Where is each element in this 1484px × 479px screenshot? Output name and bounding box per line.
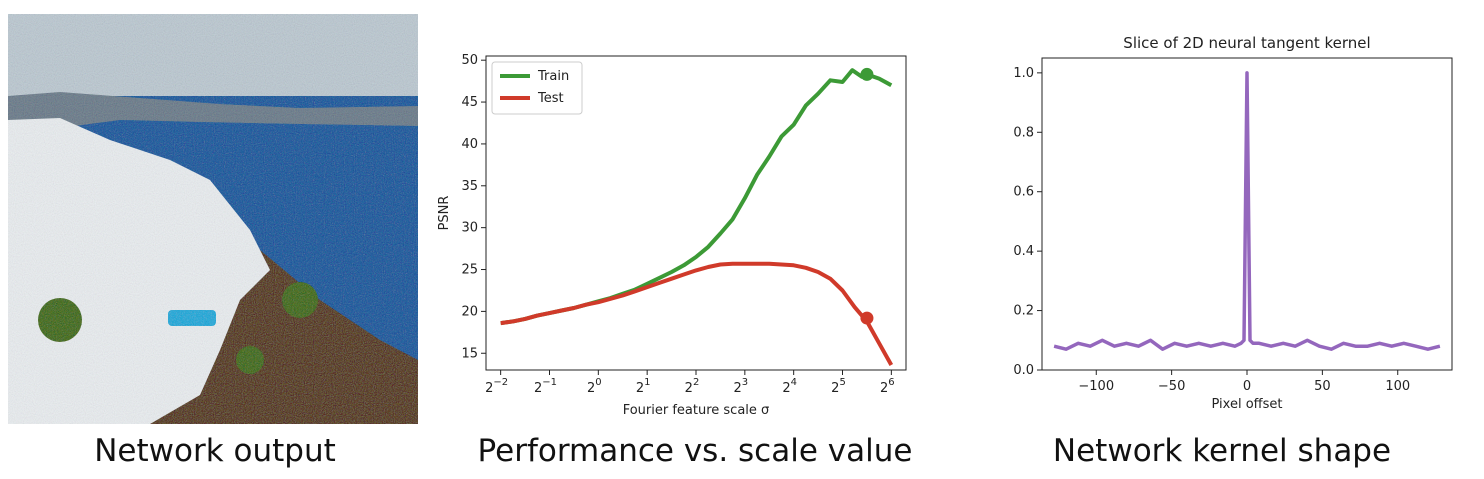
y-tick-label: 15 <box>461 346 478 361</box>
pool <box>168 310 216 326</box>
legend-label: Test <box>537 91 564 106</box>
performance-caption: Performance vs. scale value <box>477 433 913 469</box>
performance-chart: 15 20 25 30 35 40 45 50 2−2 2−1 20 21 22 23 24 25 26 Four… <box>437 53 907 418</box>
series-line-test <box>500 261 894 366</box>
y-tick-label: 0.4 <box>1013 244 1034 259</box>
x-tick-label: 22 <box>685 377 700 396</box>
y-tick-label: 0.6 <box>1013 185 1034 200</box>
kernel-caption: Network kernel shape <box>1052 433 1392 469</box>
distant-hills <box>8 92 418 132</box>
x-tick-label: −100 <box>1078 379 1114 394</box>
x-tick-label: 20 <box>587 377 602 396</box>
network-output-panel: Network output <box>0 0 430 479</box>
x-tick-label: 23 <box>734 377 749 396</box>
kernel-line <box>1053 71 1441 351</box>
buildings <box>8 118 270 424</box>
x-axis-label: Fourier feature scale σ <box>623 403 770 418</box>
shrub <box>236 346 264 374</box>
performance-panel: 15 20 25 30 35 40 45 50 2−2 2−1 20 21 22 23 24 25 26 Four… <box>430 0 960 479</box>
y-tick-label: 50 <box>461 53 478 68</box>
x-tick-label: 25 <box>831 377 846 396</box>
x-tick-label: 2−2 <box>485 377 508 396</box>
y-tick-label: 1.0 <box>1013 66 1034 81</box>
marker-train <box>860 67 874 81</box>
x-axis-label: Pixel offset <box>1212 397 1283 412</box>
y-tick-label: 0.8 <box>1013 125 1034 140</box>
shrub <box>38 298 82 342</box>
network-output-caption: Network output <box>94 433 336 469</box>
chart-title: Slice of 2D neural tangent kernel <box>1123 34 1370 52</box>
x-tick-label: 100 <box>1385 379 1410 394</box>
x-tick-label: 26 <box>880 377 895 396</box>
x-tick-label: 0 <box>1243 379 1251 394</box>
x-tick-label: 21 <box>636 377 651 396</box>
marker-test <box>860 311 874 325</box>
y-tick-label: 0.0 <box>1013 363 1034 378</box>
kernel-panel: Slice of 2D neural tangent kernel 0.0 0.2 0… <box>960 0 1484 479</box>
network-output-image <box>8 14 418 424</box>
y-tick-label: 35 <box>461 179 478 194</box>
y-tick-label: 30 <box>461 221 478 236</box>
y-tick-label: 0.2 <box>1013 304 1034 319</box>
y-axis-label: PSNR <box>437 196 452 231</box>
sky <box>8 14 418 106</box>
y-tick-label: 20 <box>461 304 478 319</box>
legend-label: Train <box>537 69 569 84</box>
y-tick-label: 25 <box>461 263 478 278</box>
x-tick-label: 2−1 <box>534 377 557 396</box>
legend: Train Test <box>491 61 583 115</box>
x-tick-label: 50 <box>1314 379 1331 394</box>
y-tick-label: 40 <box>461 137 478 152</box>
shrub <box>282 282 318 318</box>
kernel-chart: Slice of 2D neural tangent kernel 0.0 0.2 0… <box>1013 34 1453 412</box>
x-tick-label: 24 <box>782 377 797 396</box>
y-tick-label: 45 <box>461 95 478 110</box>
x-tick-label: −50 <box>1158 379 1185 394</box>
